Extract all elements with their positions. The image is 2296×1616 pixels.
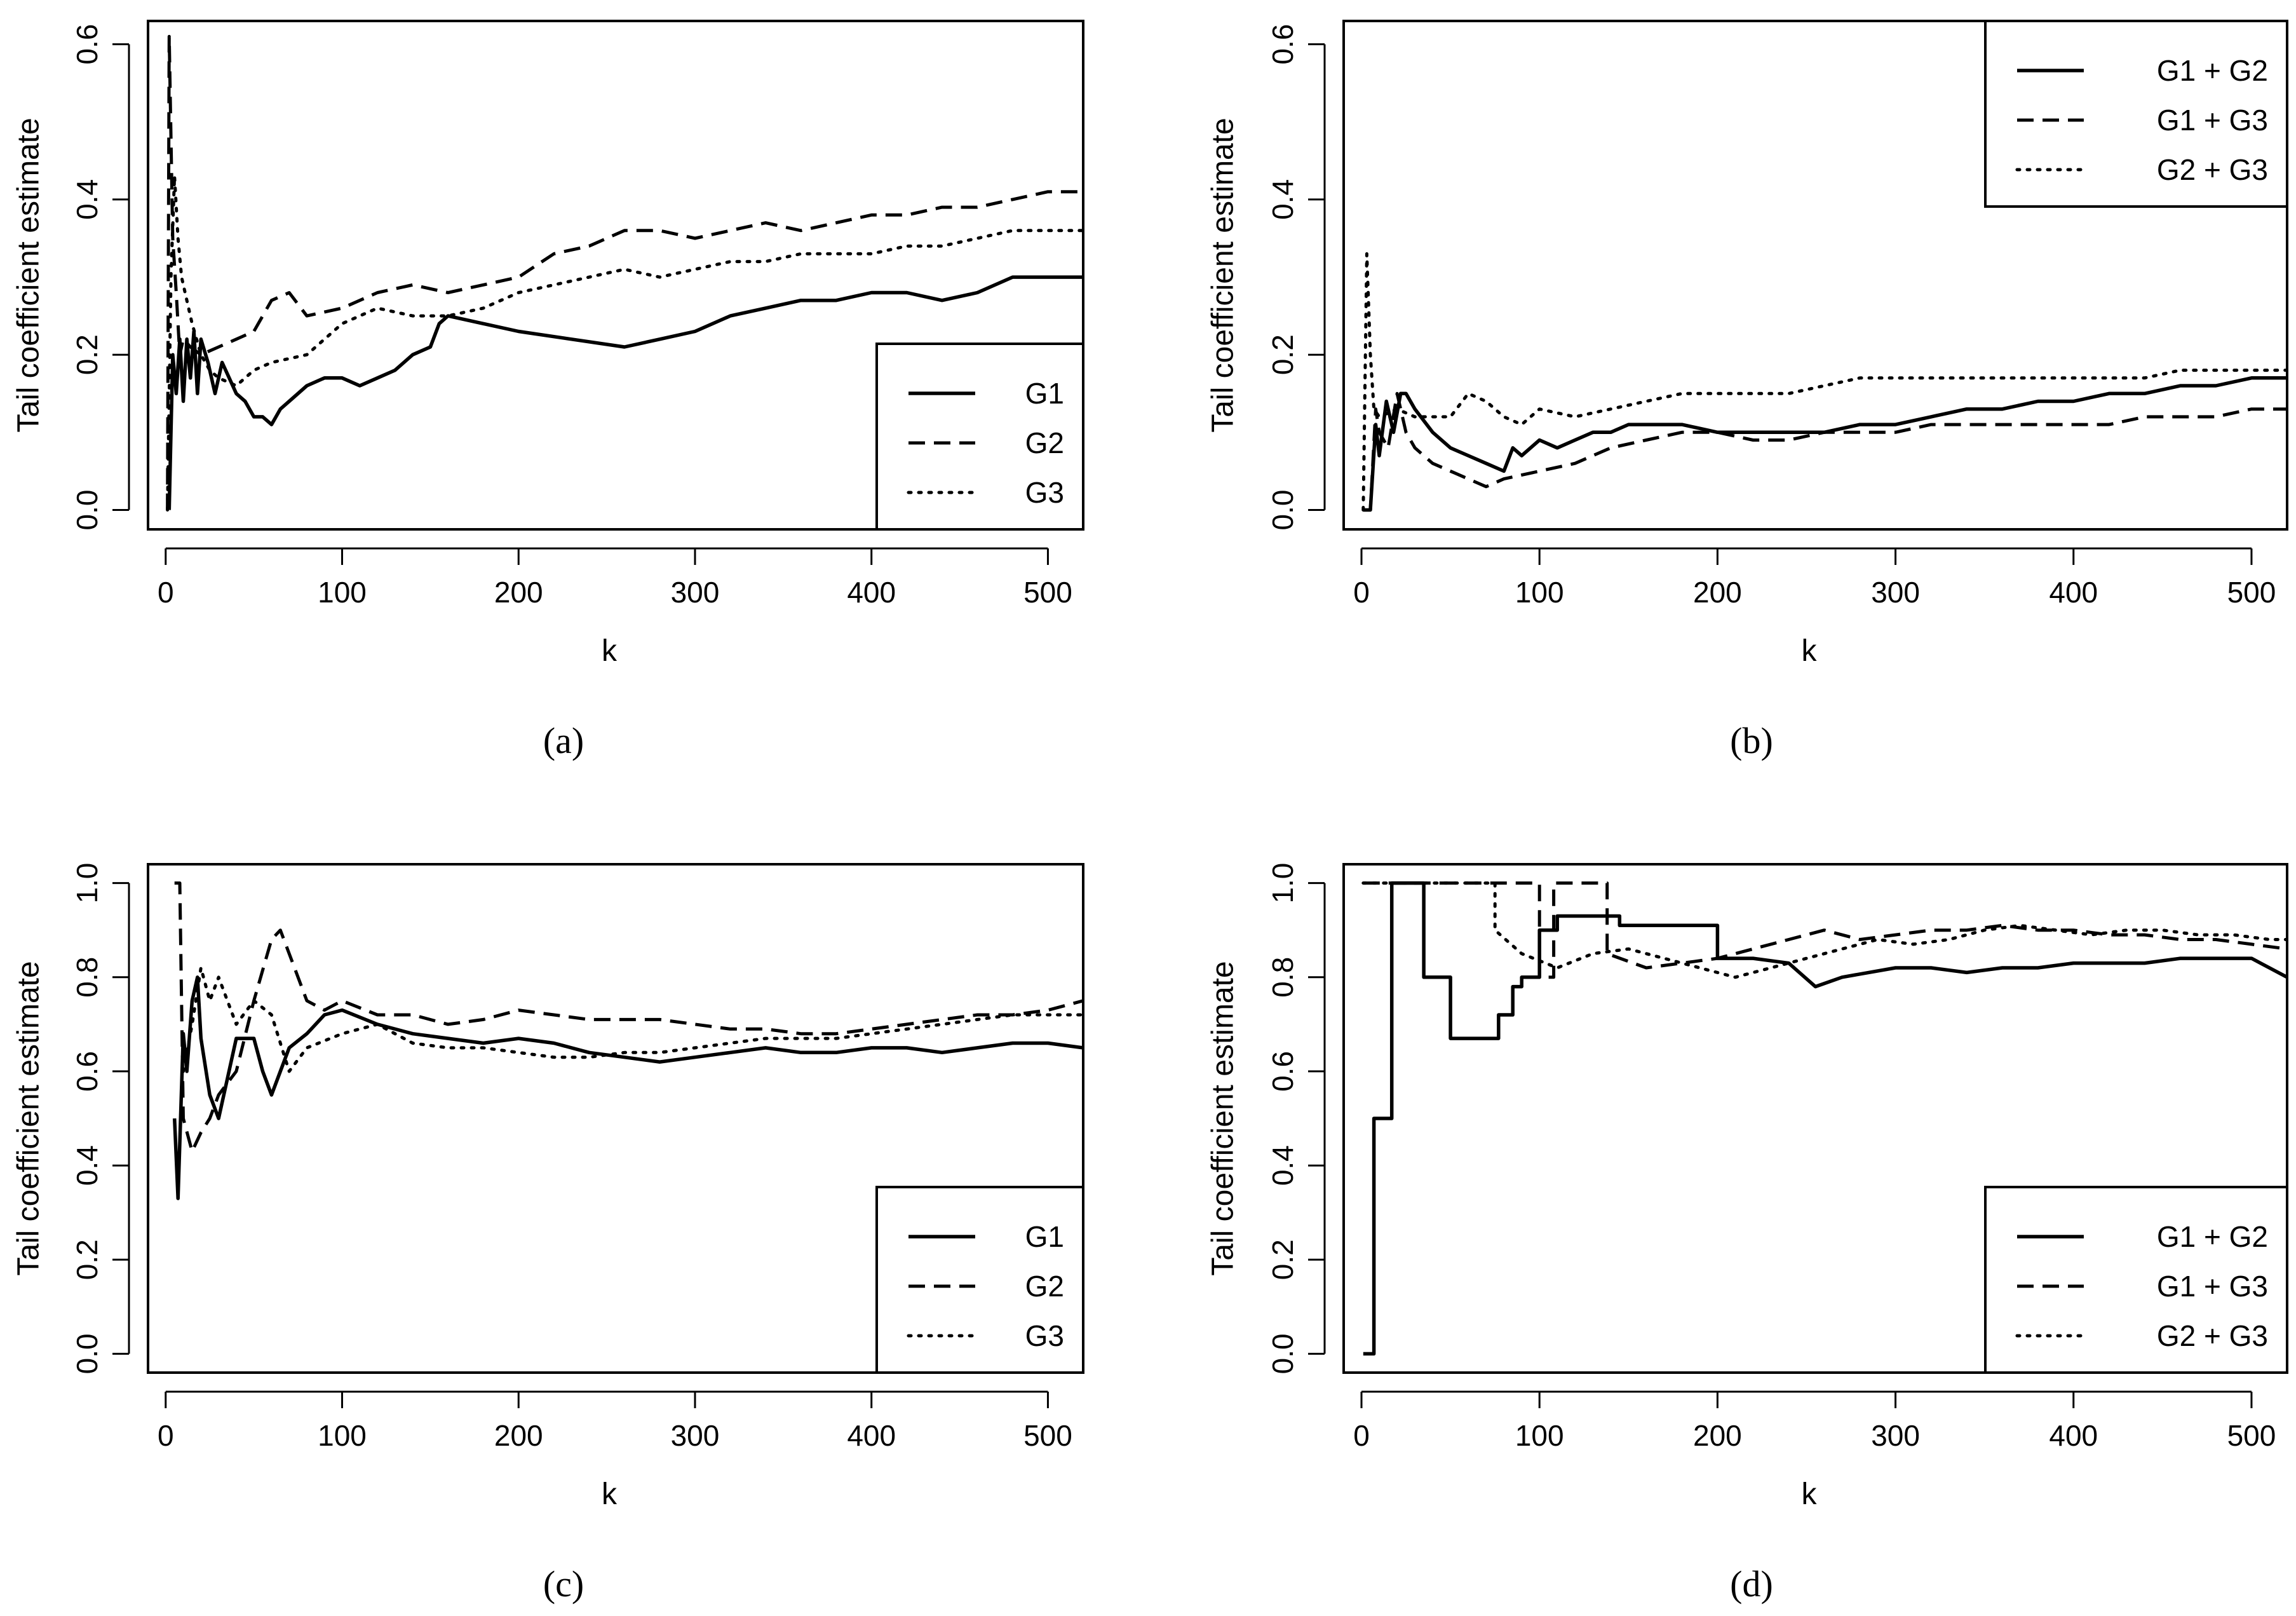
- x-tick-label: 300: [671, 576, 720, 609]
- plot-frame: [147, 863, 1084, 1374]
- panel-caption: (b): [1730, 720, 1773, 761]
- x-axis-label: k: [1802, 1477, 1818, 1511]
- series-line-g2: [166, 34, 1083, 510]
- legend-box: [1984, 20, 2288, 208]
- panel-d: 0 100 200 300 400 500 0.0 0.2 0.4 0.6 0.8 1.0 k Tail …: [1206, 863, 2288, 1605]
- x-tick-label: 300: [1871, 576, 1920, 609]
- series-line-g2: [174, 881, 1083, 1153]
- y-tick-label: 0.0: [71, 489, 104, 530]
- x-tick-label: 0: [158, 576, 174, 609]
- series-line-g1: [172, 975, 1083, 1200]
- y-tick-label: 0.2: [1266, 1239, 1299, 1280]
- x-tick-label: 500: [2227, 1419, 2276, 1452]
- x-tick-label: 200: [494, 576, 543, 609]
- x-tick-label: 500: [1023, 576, 1072, 609]
- x-tick-label: 400: [847, 576, 896, 609]
- y-tick-label: 0.4: [1266, 1145, 1299, 1186]
- y-tick-label: 0.0: [1266, 489, 1299, 530]
- x-tick-label: 200: [1693, 576, 1742, 609]
- y-tick-label: 0.6: [1266, 24, 1299, 65]
- legend-box: [1984, 1186, 2288, 1374]
- series-line-g1-g3: [1363, 391, 2287, 512]
- x-tick-label: 500: [1023, 1419, 1072, 1452]
- y-tick-label: 0.6: [71, 1051, 104, 1092]
- x-tick-label: 400: [2049, 576, 2098, 609]
- y-tick-label: 0.2: [1266, 334, 1299, 375]
- series-line-g2-g3: [1361, 881, 2287, 979]
- y-tick-label: 0.2: [71, 1239, 104, 1280]
- x-tick-label: 100: [318, 1419, 367, 1452]
- y-tick-label: 0.4: [71, 179, 104, 220]
- panel-caption: (d): [1730, 1563, 1773, 1605]
- x-tick-label: 0: [1353, 1419, 1370, 1452]
- x-tick-label: 0: [1353, 576, 1370, 609]
- series-line-g1-g2: [1363, 376, 2287, 512]
- y-tick-label: 0.2: [71, 334, 104, 375]
- legend-label: G3: [1025, 476, 1064, 509]
- x-tick-label: 300: [671, 1419, 720, 1452]
- x-tick-label: 400: [847, 1419, 896, 1452]
- legend-label: G1 + G3: [2157, 104, 2268, 137]
- y-tick-label: 1.0: [71, 863, 104, 904]
- x-tick-label: 0: [158, 1419, 174, 1452]
- legend-label: G1 + G3: [2157, 1270, 2268, 1303]
- legend-box: [875, 343, 1084, 531]
- x-tick-label: 400: [2049, 1419, 2098, 1452]
- y-tick-label: 0.8: [71, 957, 104, 998]
- y-axis-label: Tail coefficient estimate: [1206, 118, 1240, 432]
- y-tick-label: 1.0: [1266, 863, 1299, 904]
- y-tick-label: 0.0: [1266, 1333, 1299, 1374]
- x-tick-label: 100: [1515, 576, 1564, 609]
- panel-caption: (c): [543, 1563, 584, 1605]
- y-axis-label: Tail coefficient estimate: [12, 961, 46, 1275]
- y-tick-label: 0.4: [1266, 179, 1299, 220]
- legend-label: G1: [1025, 1220, 1064, 1253]
- legend-label: G1 + G2: [2157, 1220, 2268, 1253]
- y-axis-label: Tail coefficient estimate: [12, 118, 46, 432]
- legend-label: G1 + G2: [2157, 54, 2268, 87]
- panel-b: 0 100 200 300 400 500 0.0 0.2 0.4 0.6 k Tail coeffi…: [1206, 20, 2288, 761]
- y-tick-label: 0.6: [71, 24, 104, 65]
- legend-label: G1: [1025, 377, 1064, 410]
- x-axis-label: k: [602, 1477, 618, 1511]
- x-tick-label: 300: [1871, 1419, 1920, 1452]
- x-axis-label: k: [602, 634, 618, 668]
- y-tick-label: 0.4: [71, 1145, 104, 1186]
- panel-a: 0 100 200 300 400 500 0.0 0.2 0.4 0.6 k Tail coeffi…: [12, 20, 1084, 761]
- plot-frame: [1342, 20, 2288, 531]
- plot-frame: [147, 20, 1084, 531]
- legend-box: [875, 1186, 1084, 1374]
- legend-label: G2 + G3: [2157, 153, 2268, 186]
- legend-label: G3: [1025, 1319, 1064, 1352]
- panel-caption: (a): [543, 720, 584, 761]
- x-tick-label: 500: [2227, 576, 2276, 609]
- legend-label: G2: [1025, 1270, 1064, 1303]
- series-line-g2-g3: [1361, 252, 2287, 512]
- x-tick-label: 100: [318, 576, 367, 609]
- plot-frame: [1342, 863, 2288, 1374]
- legend-label: G2: [1025, 426, 1064, 459]
- series-line-g3: [166, 174, 1083, 512]
- x-tick-label: 200: [1693, 1419, 1742, 1452]
- legend-label: G2 + G3: [2157, 1319, 2268, 1352]
- series-line-g1: [167, 275, 1083, 510]
- x-tick-label: 200: [494, 1419, 543, 1452]
- series-line-g1-g3: [1363, 881, 2287, 979]
- y-axis-label: Tail coefficient estimate: [1206, 961, 1240, 1275]
- x-tick-label: 100: [1515, 1419, 1564, 1452]
- y-tick-label: 0.8: [1266, 957, 1299, 998]
- panel-c: 0 100 200 300 400 500 0.0 0.2 0.4 0.6 0.8 1.0 k Tail …: [12, 863, 1084, 1605]
- series-line-g1-g2: [1363, 881, 2287, 1356]
- y-tick-label: 0.0: [71, 1333, 104, 1374]
- y-tick-label: 0.6: [1266, 1051, 1299, 1092]
- x-axis-label: k: [1802, 634, 1818, 668]
